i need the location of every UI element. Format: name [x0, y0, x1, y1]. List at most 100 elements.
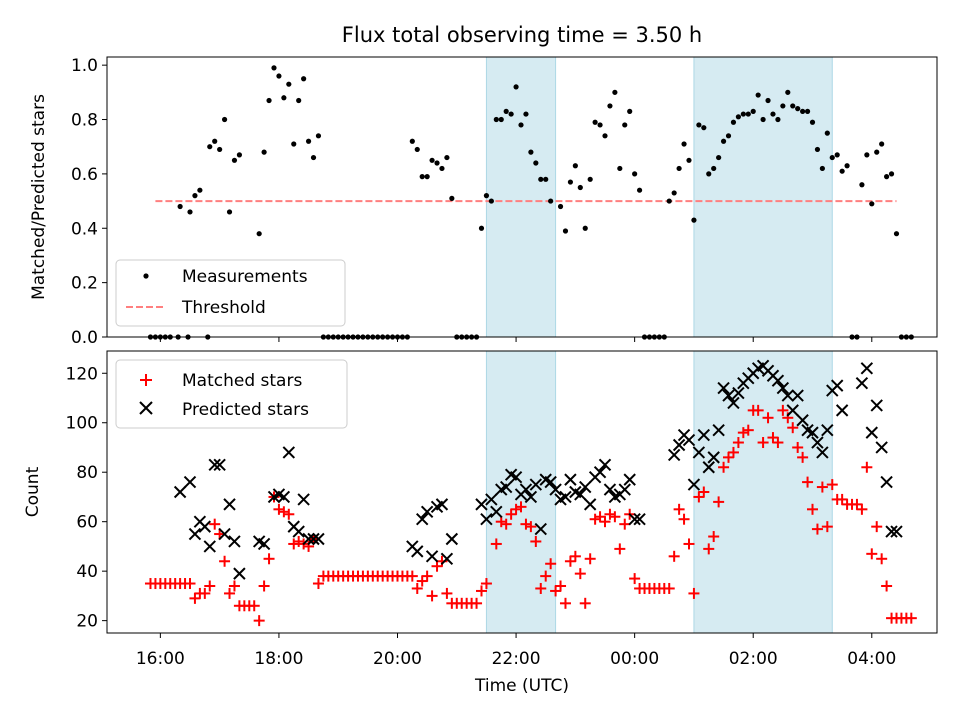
matched-point [905, 612, 917, 624]
matched-point [258, 580, 270, 592]
matched-point [792, 441, 804, 453]
measurement-point [804, 108, 811, 114]
measurement-point [409, 138, 415, 144]
matched-point [263, 553, 275, 565]
top-y-axis-label: Matched/Predicted stars [29, 94, 49, 300]
predicted-point [672, 438, 686, 452]
predicted-point [312, 532, 325, 546]
matched-point [545, 558, 557, 570]
matched-point [312, 578, 324, 590]
y-tick-label: 0.4 [71, 219, 98, 239]
predicted-point [811, 436, 824, 449]
predicted-point [475, 498, 488, 511]
matched-point [727, 446, 739, 458]
measurement-point [533, 160, 539, 166]
matched-point [219, 555, 231, 567]
measurement-point [261, 149, 267, 155]
matched-point [836, 493, 848, 505]
measurement-point [775, 116, 781, 123]
measurement-point [627, 108, 633, 114]
predicted-point [292, 525, 305, 538]
y-tick-label: 120 [66, 364, 98, 384]
legend-threshold-label: Threshold [181, 298, 266, 318]
measurement-point [212, 138, 218, 144]
matched-point [411, 582, 423, 594]
matched-point [811, 523, 823, 535]
bottom-legend: Matched stars Predicted stars [115, 359, 348, 429]
predicted-point [623, 473, 636, 486]
y-tick-label: 20 [76, 612, 98, 632]
measurement-point [582, 225, 588, 231]
measurement-point [681, 141, 687, 147]
matched-point [555, 580, 567, 592]
predicted-point [781, 389, 795, 402]
matched-point [406, 570, 418, 582]
matched-point [732, 437, 744, 449]
matched-point [421, 570, 433, 582]
matched-point [797, 451, 809, 463]
predicted-point [282, 446, 296, 459]
legend-matched-label: Matched stars [182, 371, 302, 391]
matched-point [224, 587, 236, 599]
matched-point [856, 503, 868, 515]
measurement-point [197, 187, 203, 193]
predicted-point [188, 527, 202, 541]
matched-point [520, 518, 532, 530]
measurement-point [780, 103, 786, 109]
predicted-point [415, 513, 429, 526]
matched-point [866, 548, 878, 560]
y-tick-label: 100 [66, 414, 98, 434]
x-tick-label: 00:00 [610, 649, 659, 669]
matched-point [525, 521, 537, 533]
measurement-point [785, 89, 791, 95]
predicted-point [816, 446, 829, 459]
predicted-point [198, 520, 212, 533]
measurement-point [207, 144, 213, 150]
predicted-point [712, 423, 725, 437]
y-tick-label: 0.2 [71, 274, 98, 294]
x-tick-label: 02:00 [729, 649, 778, 669]
measurement-point [315, 133, 322, 139]
measurement-point [617, 165, 623, 172]
predicted-point [633, 513, 646, 526]
legend-measurements-label: Measurements [182, 267, 308, 287]
measurement-point [893, 231, 900, 237]
measurement-point [636, 187, 643, 193]
predicted-point [519, 483, 533, 496]
measurement-point [711, 165, 717, 172]
matched-point [490, 538, 502, 550]
measurement-point [622, 122, 628, 128]
x-tick-label: 16:00 [136, 649, 185, 669]
predicted-point [692, 446, 706, 459]
measurement-point [286, 81, 292, 87]
matched-point [199, 587, 211, 599]
chart-title: Flux total observing time = 3.50 h [342, 23, 702, 47]
matched-point [861, 461, 873, 473]
matched-point [530, 535, 542, 547]
measurement-point [814, 146, 821, 153]
measurement-point [587, 176, 593, 182]
predicted-point [865, 426, 878, 439]
top-legend: Measurements Threshold [115, 259, 346, 327]
measurement-point [874, 149, 880, 155]
predicted-point [277, 490, 291, 504]
matched-point [204, 580, 216, 592]
predicted-point [796, 414, 809, 427]
predicted-point [574, 488, 587, 501]
measurement-point [528, 149, 534, 155]
y-tick-label: 1.0 [71, 56, 98, 76]
predicted-point [821, 423, 834, 437]
shaded-interval [485, 56, 557, 338]
measurement-point [770, 111, 776, 117]
predicted-point [480, 513, 493, 526]
predicted-point [440, 552, 454, 565]
matched-point [851, 498, 863, 510]
measurement-point [745, 111, 751, 117]
matched-point [713, 496, 725, 508]
matched-point [703, 543, 715, 555]
legend-measurements-marker [143, 273, 149, 279]
measurement-point [884, 174, 890, 180]
measurement-point [577, 184, 583, 191]
measurement-point [760, 116, 766, 123]
measurement-point [488, 198, 494, 204]
